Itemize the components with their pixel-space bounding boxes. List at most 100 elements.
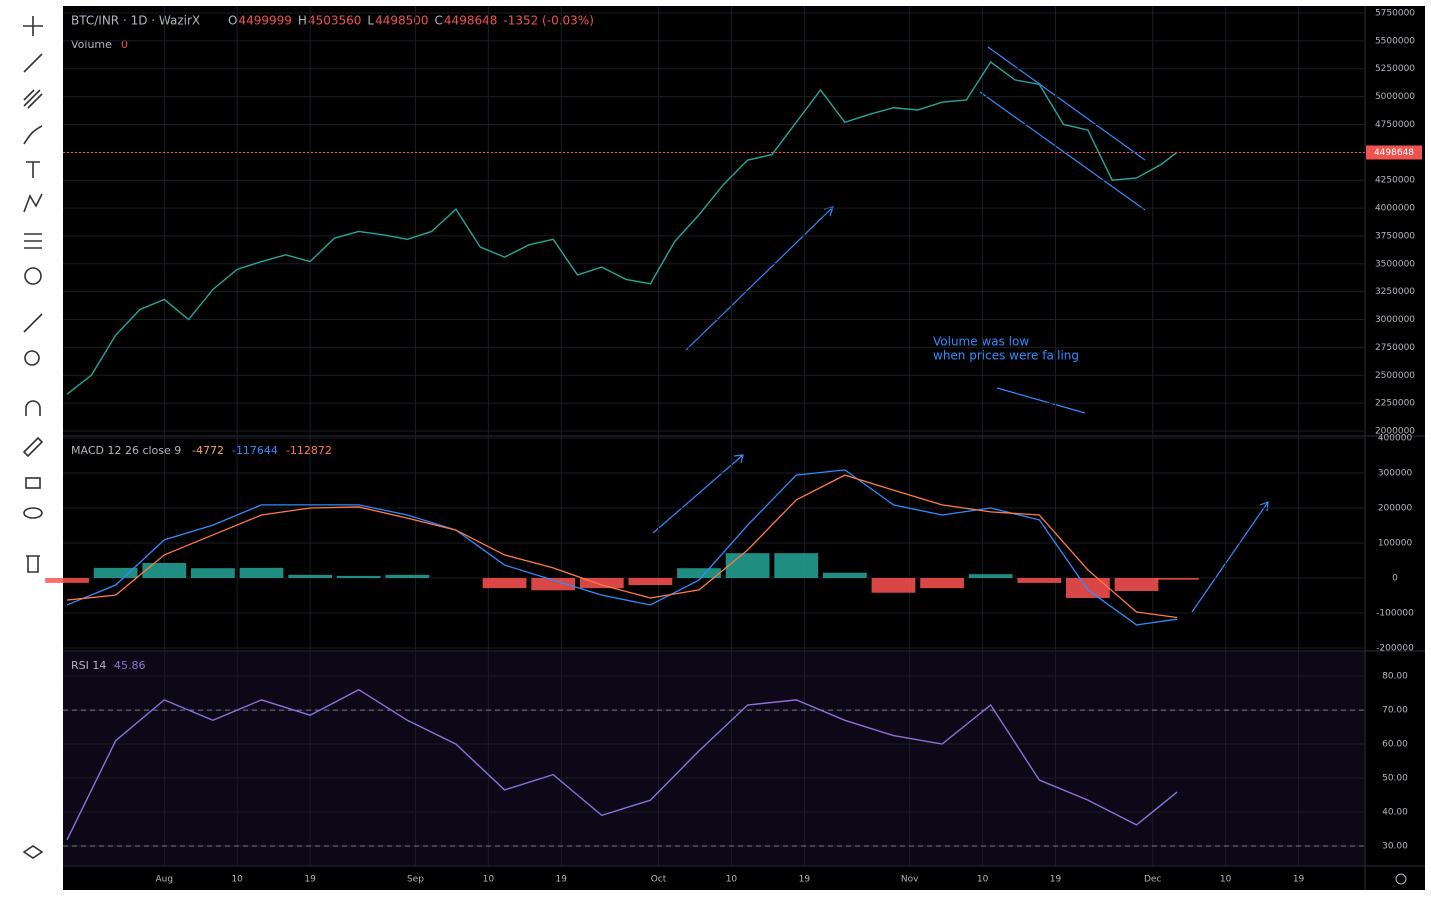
x-tick-label: 10	[231, 875, 243, 885]
histogram-bar	[968, 574, 1013, 579]
y-tick-label: 2250000	[1375, 399, 1415, 409]
delete-tool[interactable]	[26, 555, 40, 573]
x-tick-label: 19	[1050, 875, 1062, 885]
x-tick-label: 19	[556, 875, 568, 885]
legend-value: -4772	[192, 444, 224, 457]
ohlc-value: 4499999	[238, 14, 291, 28]
y-tick-label: 100000	[1378, 539, 1413, 549]
settings[interactable]	[1395, 873, 1407, 885]
histogram-bar	[45, 578, 89, 583]
last-price-label: 4498648	[1374, 148, 1414, 158]
histogram-bar	[579, 578, 624, 589]
object-tree[interactable]	[22, 845, 44, 859]
arrow	[996, 387, 1086, 414]
y-tick-label: 2500000	[1375, 371, 1415, 381]
y-tick-label: 3000000	[1375, 315, 1415, 325]
pane-title: MACD 12 26 close 9	[71, 444, 181, 457]
lock-tool[interactable]	[25, 477, 41, 489]
zoom-tool[interactable]	[24, 350, 40, 366]
ohlc-value: 4498648	[444, 14, 497, 28]
histogram-bar	[628, 578, 673, 586]
y-tick-label: 4750000	[1375, 120, 1415, 130]
histogram-bar	[531, 578, 576, 591]
y-tick-label: 30.00	[1382, 841, 1408, 851]
x-tick-label: 10	[1220, 875, 1232, 885]
y-tick-label: 40.00	[1382, 808, 1408, 818]
last-price-box	[1366, 145, 1422, 160]
pattern-tool[interactable]	[23, 193, 43, 213]
line	[66, 61, 1178, 395]
y-tick-label: 50.00	[1382, 774, 1408, 784]
histogram-bar	[1114, 578, 1159, 591]
annotation: Volume was low	[933, 335, 1029, 349]
y-tick-label: 3750000	[1375, 231, 1415, 241]
histogram-bar	[385, 574, 430, 579]
rsi-bg	[63, 652, 1365, 865]
x-tick-label: Dec	[1144, 875, 1161, 885]
histogram-bar	[336, 575, 381, 579]
y-tick-label: 400000	[1378, 434, 1413, 444]
y-tick-label: 5750000	[1375, 9, 1415, 19]
x-tick-label: 10	[483, 875, 495, 885]
rsi-value: 45.86	[114, 659, 146, 672]
y-tick-label: -200000	[1376, 644, 1414, 654]
channel	[979, 46, 1146, 211]
annotation: when prices were falling	[933, 349, 1079, 363]
histogram-bar	[1155, 578, 1199, 580]
x-tick-label: 10	[977, 875, 989, 885]
text-tool[interactable]	[26, 161, 40, 178]
histogram-bar	[288, 574, 332, 579]
line	[66, 688, 1178, 841]
y-tick-label: 3250000	[1375, 287, 1415, 297]
drawing-mode[interactable]	[22, 436, 44, 458]
y-tick-label: 60.00	[1382, 740, 1408, 750]
histogram-bar	[239, 567, 284, 579]
histogram-bar	[774, 553, 819, 579]
y-tick-label: 5250000	[1375, 64, 1415, 74]
toolbar	[22, 16, 44, 859]
fib-tool[interactable]	[23, 89, 43, 109]
y-tick-label: 300000	[1378, 469, 1413, 479]
x-tick-label: 19	[1293, 875, 1305, 885]
macd-line	[66, 474, 1178, 619]
histogram-bar	[191, 568, 235, 579]
change: -1352 (-0.03%)	[503, 14, 594, 28]
ohlc: O 4499999 H 4503560 L 4498500 C 4498648 -1352 (-…	[228, 14, 594, 28]
histogram-bar	[871, 578, 916, 593]
magnet-tool[interactable]	[25, 400, 41, 416]
y-tick-label: 70.00	[1382, 706, 1408, 716]
histogram-bar	[142, 562, 187, 579]
ohlc-key: L	[367, 14, 374, 28]
x-tick-label: 19	[799, 875, 811, 885]
y-tick-label: 5500000	[1375, 36, 1415, 46]
y-tick-label: 4250000	[1375, 176, 1415, 186]
trendline-tool[interactable]	[23, 53, 43, 73]
histogram-bar	[1017, 578, 1062, 583]
x-tick-label: Sep	[407, 875, 424, 885]
emoji-tool[interactable]	[24, 267, 42, 285]
measure-tool[interactable]	[23, 313, 43, 333]
ohlc-value: 4503560	[308, 14, 361, 28]
hide-tool[interactable]	[23, 507, 43, 519]
histogram-bar	[1066, 578, 1110, 598]
y-tick-label: 2750000	[1375, 343, 1415, 353]
crosshair-tool[interactable]	[23, 16, 43, 36]
legend-value: -117644	[232, 444, 278, 457]
y-tick-label: -100000	[1376, 609, 1414, 619]
x-tick-label: 10	[726, 875, 738, 885]
ohlc-key: C	[435, 14, 443, 28]
histogram-bar	[482, 578, 527, 589]
histogram-bar	[920, 578, 964, 589]
y-tick-label: 5000000	[1375, 92, 1415, 102]
brush-tool[interactable]	[23, 125, 43, 145]
histogram-bar	[725, 553, 770, 579]
legend-value: -112872	[286, 444, 332, 457]
prediction-tool[interactable]	[24, 233, 42, 249]
y-tick-label: 2000000	[1375, 426, 1415, 436]
histogram-bar	[677, 568, 721, 579]
histogram-bar	[822, 572, 867, 579]
x-tick-label: Nov	[901, 875, 919, 885]
ohlc-key: H	[298, 14, 307, 28]
